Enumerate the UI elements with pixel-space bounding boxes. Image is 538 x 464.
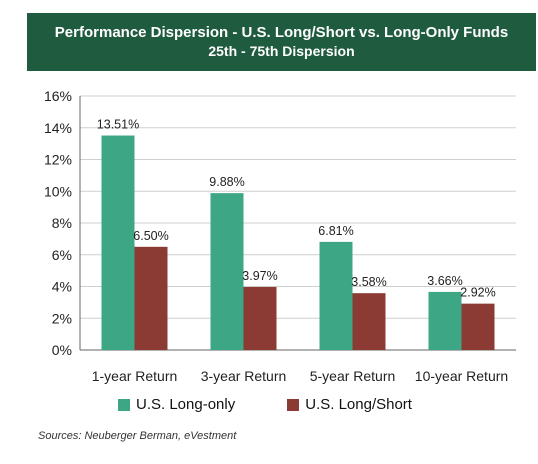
data-label-long-short: 6.50% [133,229,168,243]
bar-long-only [428,291,462,350]
x-category-label: 10-year Return [415,368,508,384]
bar-long-short [134,246,168,350]
legend-label-long-only: U.S. Long-only [136,396,236,413]
data-label-long-short: 3.58% [351,275,386,289]
legend-swatch-long-short [287,398,300,411]
y-tick-label: 4% [52,279,72,295]
x-category-label: 3-year Return [201,368,287,384]
y-tick-label: 2% [52,310,72,326]
x-category-label: 5-year Return [310,368,396,384]
bar-long-short [461,303,495,350]
chart-subtitle: 25th - 75th Dispersion [208,43,355,59]
y-tick-label: 8% [52,215,72,231]
legend-swatch-long-only [118,398,130,411]
legend-label-long-short: U.S. Long/Short [305,396,412,413]
bar-long-short [352,293,386,350]
x-category-label: 1-year Return [92,368,178,384]
bar-long-only [101,135,135,350]
data-label-long-only: 3.66% [427,274,462,288]
legend-item-long-short: U.S. Long/Short [287,396,412,413]
y-tick-label: 6% [52,247,72,263]
chart-header: Performance Dispersion - U.S. Long/Short… [27,13,536,71]
bar-long-only [319,241,353,350]
data-label-long-only: 6.81% [318,224,353,238]
chart-title: Performance Dispersion - U.S. Long/Short… [54,24,509,41]
data-label-long-only: 13.51% [97,118,139,132]
bar-long-only [210,193,244,350]
y-tick-label: 0% [52,342,72,358]
y-tick-label: 16% [44,88,72,104]
y-tick-label: 12% [44,152,72,168]
y-tick-label: 14% [44,120,72,136]
data-label-long-short: 3.97% [242,269,277,283]
legend-item-long-only: U.S. Long-only [118,396,235,413]
bar-long-short [243,286,277,350]
y-tick-label: 10% [44,183,72,199]
data-label-long-only: 9.88% [209,175,244,189]
chart-legend: U.S. Long-only U.S. Long/Short [118,396,412,413]
source-note: Sources: Neuberger Berman, eVestment [38,430,237,442]
data-label-long-short: 2.92% [460,286,495,300]
